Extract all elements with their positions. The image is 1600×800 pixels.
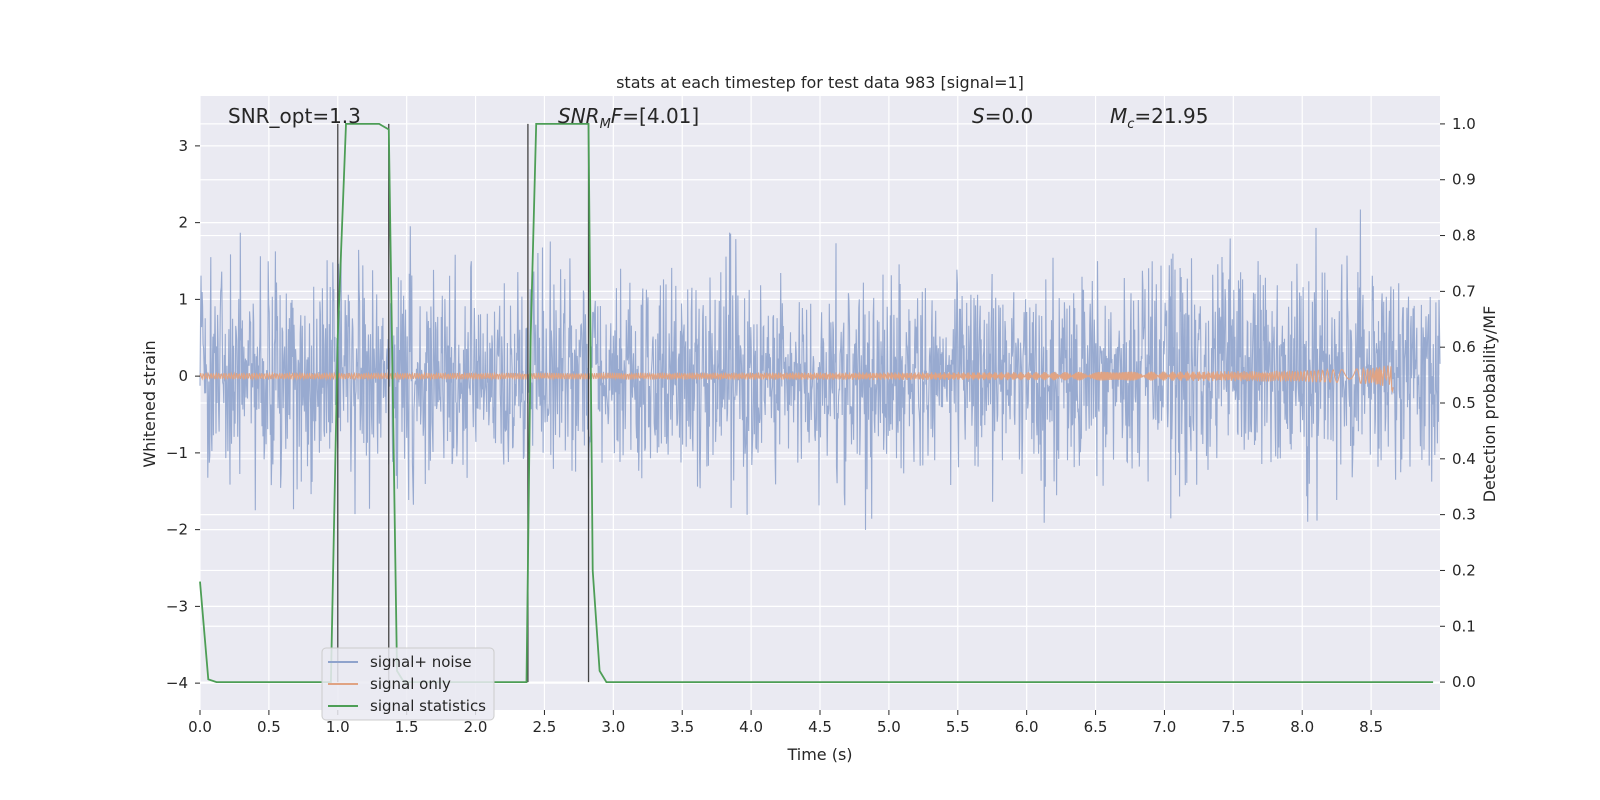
x-tick-label: 7.5	[1221, 718, 1245, 736]
y-axis-right-ticks: 0.0 0.1 0.2 0.3 0.4 0.5 0.6 0.7 0.8 0.9 1.0	[1440, 115, 1476, 691]
signal-only-series	[199, 365, 1394, 394]
legend-label-signal: signal only	[370, 675, 451, 693]
y-axis-label: Whitened strain	[140, 340, 159, 467]
annotation-snr-mf: SNRMF=[4.01]	[558, 104, 699, 132]
x-tick-label: 4.5	[808, 718, 832, 736]
chart-title: stats at each timestep for test data 983…	[616, 73, 1024, 92]
x-axis-label: Time (s)	[786, 745, 852, 764]
legend-box	[321, 647, 495, 721]
x-tick-label: 4.0	[739, 718, 763, 736]
y-right-tick-label: 0.7	[1452, 282, 1476, 300]
x-tick-label: 6.5	[1084, 718, 1108, 736]
y-right-tick-label: 0.5	[1452, 394, 1476, 412]
y-tick-label: 3	[178, 137, 188, 155]
y-tick-label: 2	[178, 214, 188, 232]
x-tick-label: 3.5	[670, 718, 694, 736]
x-tick-label: 8.5	[1359, 718, 1383, 736]
legend-label-stats: signal statistics	[370, 697, 486, 715]
annotation-snr-opt: SNR_opt=1.3	[228, 104, 361, 128]
signal-only-line	[199, 365, 1394, 394]
y-right-tick-label: 0.9	[1452, 171, 1476, 189]
y-tick-label: 1	[178, 290, 188, 308]
x-tick-label: 2.0	[464, 718, 488, 736]
y-right-tick-label: 0.2	[1452, 561, 1476, 579]
x-tick-label: 2.5	[533, 718, 557, 736]
y-tick-label: −1	[166, 444, 188, 462]
y-axis-right-label: Detection probability/MF	[1480, 306, 1499, 503]
x-axis-ticks: 0.0 0.5 1.0 1.5 2.0 2.5 3.0 3.5 4.0 4.5 5.0 5.5 6.0 6…	[188, 710, 1383, 736]
x-tick-label: 1.5	[395, 718, 419, 736]
x-tick-label: 7.0	[1153, 718, 1177, 736]
x-tick-label: 8.0	[1290, 718, 1314, 736]
y-right-tick-label: 0.8	[1452, 227, 1476, 245]
annotation-mc: Mc=21.95	[1110, 104, 1208, 132]
y-right-tick-label: 0.1	[1452, 617, 1476, 635]
y-tick-label: −3	[166, 597, 188, 615]
legend: signal+ noise signal only signal statist…	[321, 647, 495, 721]
y-right-tick-label: 1.0	[1452, 115, 1476, 133]
x-tick-label: 6.0	[1015, 718, 1039, 736]
y-right-tick-label: 0.0	[1452, 673, 1476, 691]
y-tick-label: 0	[178, 367, 188, 385]
y-tick-label: −2	[166, 521, 188, 539]
legend-label-noise: signal+ noise	[370, 653, 472, 671]
y-right-tick-label: 0.4	[1452, 450, 1476, 468]
x-tick-label: 0.5	[257, 718, 281, 736]
x-tick-label: 0.0	[188, 718, 212, 736]
y-tick-label: −4	[166, 674, 188, 692]
x-tick-label: 5.0	[877, 718, 901, 736]
x-tick-label: 1.0	[326, 718, 350, 736]
y-axis-ticks: 3 2 1 0 −1 −2 −3 −4	[166, 137, 200, 692]
y-right-tick-label: 0.3	[1452, 506, 1476, 524]
x-tick-label: 5.5	[946, 718, 970, 736]
annotation-s: S=0.0	[972, 104, 1033, 128]
x-tick-label: 3.0	[601, 718, 625, 736]
y-right-tick-label: 0.6	[1452, 338, 1476, 356]
